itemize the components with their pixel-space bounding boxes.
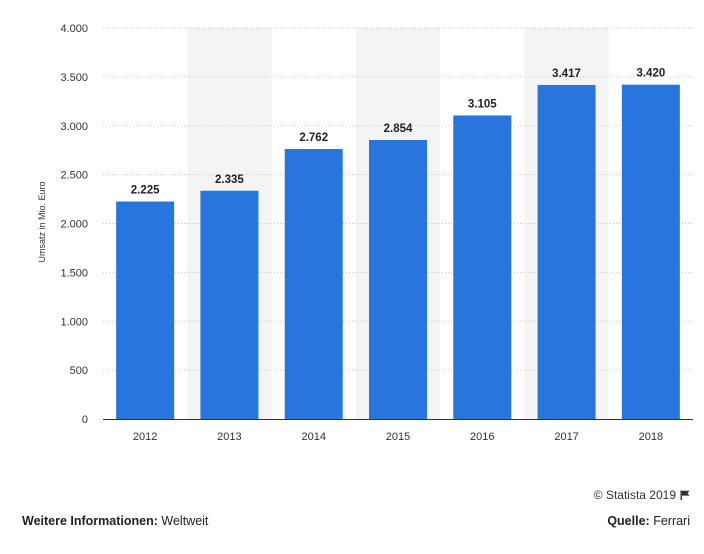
x-tick-label: 2013 [217,431,241,443]
bar-2012 [116,201,175,419]
bar-2014 [284,149,343,419]
bar-value-label: 2.335 [215,174,244,186]
y-axis-tick-labels: 0 500 1.000 1.500 2.000 2.500 3.000 3.500 4.000 [60,23,88,426]
x-axis-tick-labels: 2012 2013 2014 2015 2016 2017 2018 [133,431,663,443]
y-axis-title: Umsatz in Mio. Euro [37,181,47,262]
x-tick-label: 2015 [386,431,410,443]
y-tick-label: 2.000 [60,219,88,231]
bar-value-label: 2.762 [299,132,328,144]
x-tick-label: 2014 [301,431,325,443]
further-info-label: Weitere Informationen: [22,514,158,528]
x-tick-label: 2017 [554,431,578,443]
bar-value-label: 2.225 [131,185,160,197]
x-tick-label: 2016 [470,431,494,443]
y-tick-label: 4.000 [60,23,88,35]
source-label: Quelle: [607,514,650,528]
credit-text: © Statista 2019 [593,488,676,502]
y-tick-label: 1.000 [60,316,88,328]
bars [116,84,680,420]
source: Quelle: Ferrari [607,514,690,528]
y-tick-label: 3.500 [60,72,88,84]
statista-credit[interactable]: © Statista 2019 [594,488,690,502]
y-tick-label: 1.500 [60,267,88,279]
y-tick-label: 2.500 [60,170,88,182]
bar-value-labels: 2.225 2.335 2.762 2.854 3.105 3.417 3.420 [131,68,665,197]
bar-2016 [453,115,512,419]
x-tick-label: 2018 [639,431,663,443]
further-info-value: Weltweit [161,514,209,528]
flag-icon [680,490,690,500]
y-tick-label: 500 [70,365,88,377]
y-tick-label: 3.000 [60,121,88,133]
further-info: Weitere Informationen: Weltweit [22,514,208,528]
x-tick-label: 2012 [133,431,157,443]
bar-chart: 05001.0001.5002.0002.5003.0003.5004.000 … [37,23,693,443]
bar-2013 [200,190,259,419]
bar-value-label: 2.854 [384,123,413,135]
bar-value-label: 3.417 [552,68,581,80]
bar-2015 [369,140,427,420]
y-tick-label: 0 [82,414,88,426]
bar-2017 [537,84,596,419]
bar-2018 [621,84,680,419]
bar-value-label: 3.420 [636,68,665,80]
source-value: Ferrari [653,514,690,528]
bar-value-label: 3.105 [468,98,497,110]
